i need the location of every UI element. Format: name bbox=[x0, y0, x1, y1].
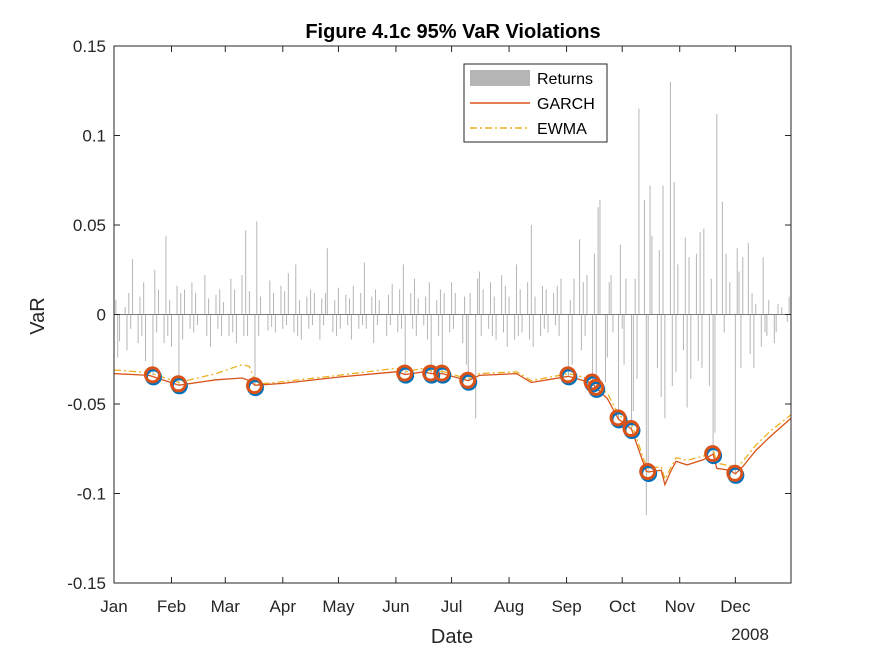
violation-marker-inner bbox=[245, 377, 263, 395]
x-axis-ticks: Jan Feb Mar Apr May Jun Jul Aug Sep Oct Nov Dec bbox=[100, 46, 751, 616]
y-tick-label: -0.15 bbox=[67, 574, 106, 593]
y-tick-label: -0.05 bbox=[67, 395, 106, 414]
violation-markers bbox=[143, 364, 745, 484]
x-tick-label: Jan bbox=[100, 597, 127, 616]
x-tick-label: Feb bbox=[157, 597, 186, 616]
violation-marker-inner bbox=[459, 371, 477, 389]
y-axis-ticks: -0.15 -0.1 -0.05 0 0.05 0.1 0.15 bbox=[67, 37, 791, 593]
x-tick-label: Jun bbox=[382, 597, 409, 616]
y-tick-label: -0.1 bbox=[77, 485, 106, 504]
legend: Returns GARCH EWMA bbox=[463, 63, 608, 143]
violation-marker-inner bbox=[704, 445, 722, 463]
returns-series bbox=[115, 81, 792, 515]
violation-marker-inner bbox=[143, 366, 161, 384]
violation-marker-inner bbox=[587, 378, 605, 396]
y-tick-label: 0 bbox=[97, 306, 106, 325]
chart-title: Figure 4.1c 95% VaR Violations bbox=[305, 21, 600, 43]
x-tick-label: Mar bbox=[211, 597, 241, 616]
x-tick-label: Dec bbox=[720, 597, 751, 616]
legend-returns-label: Returns bbox=[537, 71, 593, 88]
legend-returns-swatch bbox=[470, 70, 530, 86]
violation-marker-inner bbox=[433, 364, 451, 382]
y-tick-label: 0.1 bbox=[82, 127, 106, 146]
violation-marker-inner bbox=[726, 464, 744, 482]
violation-marker-inner bbox=[422, 364, 440, 382]
violation-marker-inner bbox=[609, 409, 627, 427]
legend-ewma-label: EWMA bbox=[537, 121, 587, 138]
y-tick-label: 0.05 bbox=[73, 216, 106, 235]
x-axis-label: Date bbox=[431, 626, 473, 648]
x-tick-label: Aug bbox=[494, 597, 524, 616]
legend-garch-label: GARCH bbox=[537, 96, 595, 113]
violation-marker-inner bbox=[622, 420, 640, 438]
x-tick-label: Apr bbox=[270, 597, 297, 616]
y-axis-label: VaR bbox=[27, 297, 49, 334]
y-tick-label: 0.15 bbox=[73, 37, 106, 56]
x-axis-year-label: 2008 bbox=[731, 625, 769, 644]
violation-marker-inner bbox=[639, 463, 657, 481]
x-tick-label: Jul bbox=[441, 597, 463, 616]
violation-marker-inner bbox=[559, 366, 577, 384]
x-tick-label: May bbox=[322, 597, 355, 616]
x-tick-label: Nov bbox=[665, 597, 696, 616]
violation-marker-inner bbox=[169, 375, 187, 393]
x-tick-label: Oct bbox=[609, 597, 636, 616]
violation-marker-inner bbox=[396, 364, 414, 382]
x-tick-label: Sep bbox=[551, 597, 581, 616]
plot-area bbox=[113, 45, 792, 584]
